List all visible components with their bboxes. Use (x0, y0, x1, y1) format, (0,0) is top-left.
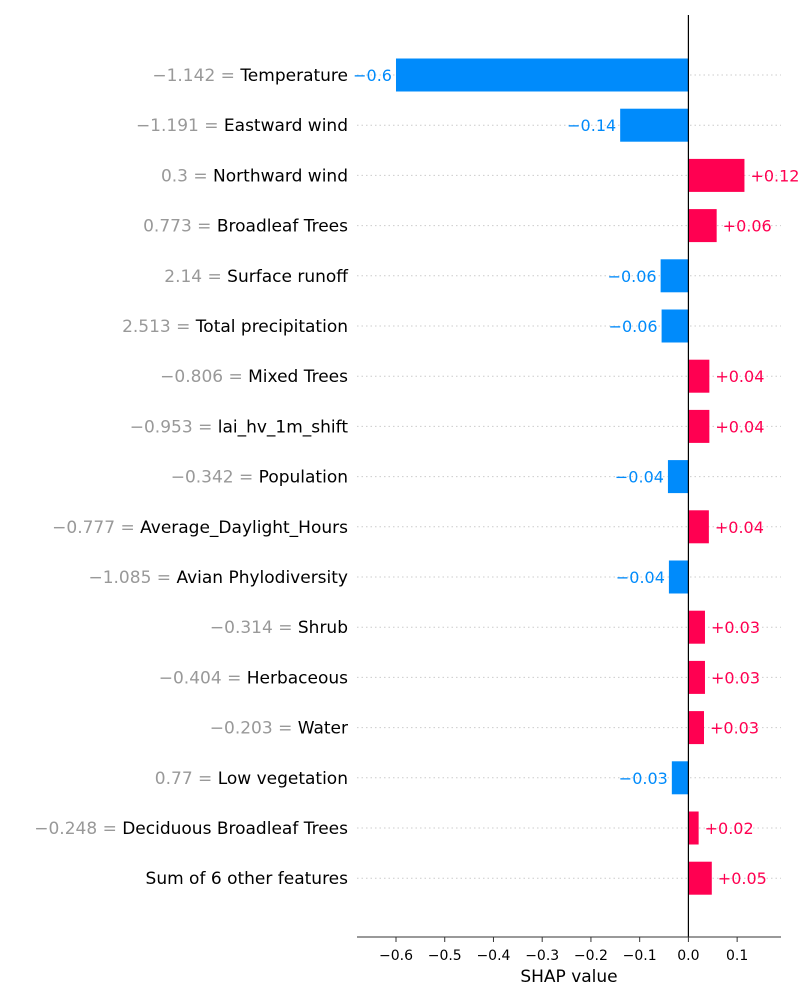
positive-bar (688, 660, 705, 694)
feature-name: Water (298, 719, 348, 739)
feature-name: Population (259, 468, 348, 488)
feature-labels: −1.142 = Temperature −1.191 = Eastward wi… (34, 66, 349, 889)
feature-value: −0.314 = (210, 618, 298, 638)
bar-value-label: +0.02 (705, 819, 754, 838)
feature-name: Deciduous Broadleaf Trees (122, 819, 348, 839)
bar-value-label: +0.12 (750, 166, 799, 185)
bar-value-label: +0.04 (715, 518, 764, 537)
feature-name: Avian Phylodiversity (176, 568, 348, 588)
bar-value-label: −0.06 (609, 317, 658, 336)
feature-value: 2.14 = (164, 267, 227, 287)
positive-bar (688, 711, 704, 745)
bar-value-label: +0.06 (723, 217, 772, 236)
positive-bar (688, 158, 745, 192)
feature-label: 0.3 = Northward wind (161, 166, 348, 186)
feature-name: Mixed Trees (248, 367, 348, 387)
x-tick-label: −0.4 (476, 948, 510, 964)
feature-name: Surface runoff (227, 267, 349, 287)
feature-name: Temperature (239, 66, 348, 86)
negative-bar (661, 309, 689, 343)
feature-value: −1.191 = (136, 116, 224, 136)
positive-bar (688, 811, 699, 845)
bar-value-label: −0.04 (616, 568, 665, 587)
feature-value: 0.773 = (143, 217, 217, 237)
feature-label: −1.085 = Avian Phylodiversity (88, 568, 348, 588)
x-tick-label: 0.0 (677, 948, 699, 964)
feature-name: Herbaceous (247, 668, 348, 688)
feature-name: Broadleaf Trees (217, 217, 348, 237)
feature-name: Sum of 6 other features (146, 869, 349, 889)
feature-value: 0.77 = (155, 769, 218, 789)
bar-value-label: +0.03 (711, 618, 760, 637)
feature-value: −1.085 = (88, 568, 176, 588)
negative-bar (620, 108, 689, 142)
x-tick-label: −0.5 (428, 948, 462, 964)
positive-bar (688, 409, 710, 443)
feature-name: Shrub (298, 618, 348, 638)
feature-value: −0.953 = (130, 417, 218, 437)
negative-bar (667, 460, 689, 494)
feature-label: −0.777 = Average_Daylight_Hours (52, 518, 348, 538)
feature-name: Average_Daylight_Hours (140, 518, 348, 538)
positive-bar (688, 209, 717, 243)
feature-label: −1.191 = Eastward wind (136, 116, 348, 136)
feature-name: Low vegetation (218, 769, 348, 789)
bar-value-label: −0.06 (608, 267, 657, 286)
feature-label: −0.404 = Herbaceous (159, 668, 348, 688)
x-tick-label: 0.1 (726, 948, 748, 964)
negative-bar (671, 761, 689, 795)
x-tick-label: −0.3 (525, 948, 559, 964)
bar-value-label: −0.03 (619, 769, 668, 788)
bar-value-label: −0.14 (567, 116, 616, 135)
feature-value: −0.404 = (159, 668, 247, 688)
feature-label: Sum of 6 other features (146, 869, 349, 889)
feature-value: 0.3 = (161, 166, 213, 186)
feature-label: −0.953 = lai_hv_1m_shift (130, 417, 349, 437)
feature-name: Northward wind (213, 166, 348, 186)
positive-bar (688, 510, 709, 544)
feature-value: 2.513 = (122, 317, 196, 337)
negative-bar (660, 259, 689, 293)
feature-label: −1.142 = Temperature (152, 66, 348, 86)
feature-value: −0.203 = (210, 719, 298, 739)
feature-value: −0.342 = (171, 468, 259, 488)
bar-value-label: +0.04 (715, 367, 764, 386)
grid-lines (357, 74, 781, 879)
feature-name: Total precipitation (195, 317, 348, 337)
feature-label: 0.773 = Broadleaf Trees (143, 217, 348, 237)
feature-label: −0.806 = Mixed Trees (160, 367, 348, 387)
positive-bar (688, 861, 712, 895)
feature-label: 2.14 = Surface runoff (164, 267, 349, 287)
bar-value-label: +0.04 (715, 417, 764, 436)
bar-value-label: +0.05 (718, 869, 767, 888)
feature-value: −0.248 = (34, 819, 122, 839)
bar-value-label: −0.6 (353, 66, 392, 85)
negative-bar (668, 560, 689, 594)
feature-name: lai_hv_1m_shift (218, 417, 349, 437)
bar-value-label: +0.03 (710, 719, 759, 738)
x-tick-label: −0.1 (623, 948, 657, 964)
feature-value: −1.142 = (152, 66, 240, 86)
bar-value-label: +0.03 (711, 668, 760, 687)
feature-value: −0.806 = (160, 367, 248, 387)
negative-bar (395, 58, 689, 92)
feature-label: 0.77 = Low vegetation (155, 769, 348, 789)
bar-value-label: −0.04 (615, 468, 664, 487)
feature-label: −0.203 = Water (210, 719, 348, 739)
x-axis: SHAP value −0.6 −0.5 −0.4 −0.3 −0.2 −0.1 0.0 0.… (357, 15, 781, 987)
x-tick-label: −0.2 (574, 948, 608, 964)
x-tick-label: −0.6 (379, 948, 413, 964)
feature-label: 2.513 = Total precipitation (122, 317, 348, 337)
feature-label: −0.342 = Population (171, 468, 348, 488)
bars: −0.6 −0.14 +0.12 +0.06 −0.06 −0.06 +0.04 +0.04 −… (353, 58, 799, 895)
x-axis-label: SHAP value (520, 967, 617, 987)
positive-bar (688, 359, 710, 393)
positive-bar (688, 610, 705, 644)
feature-label: −0.248 = Deciduous Broadleaf Trees (34, 819, 348, 839)
feature-label: −0.314 = Shrub (210, 618, 348, 638)
feature-name: Eastward wind (224, 116, 348, 136)
feature-value: −0.777 = (52, 518, 140, 538)
